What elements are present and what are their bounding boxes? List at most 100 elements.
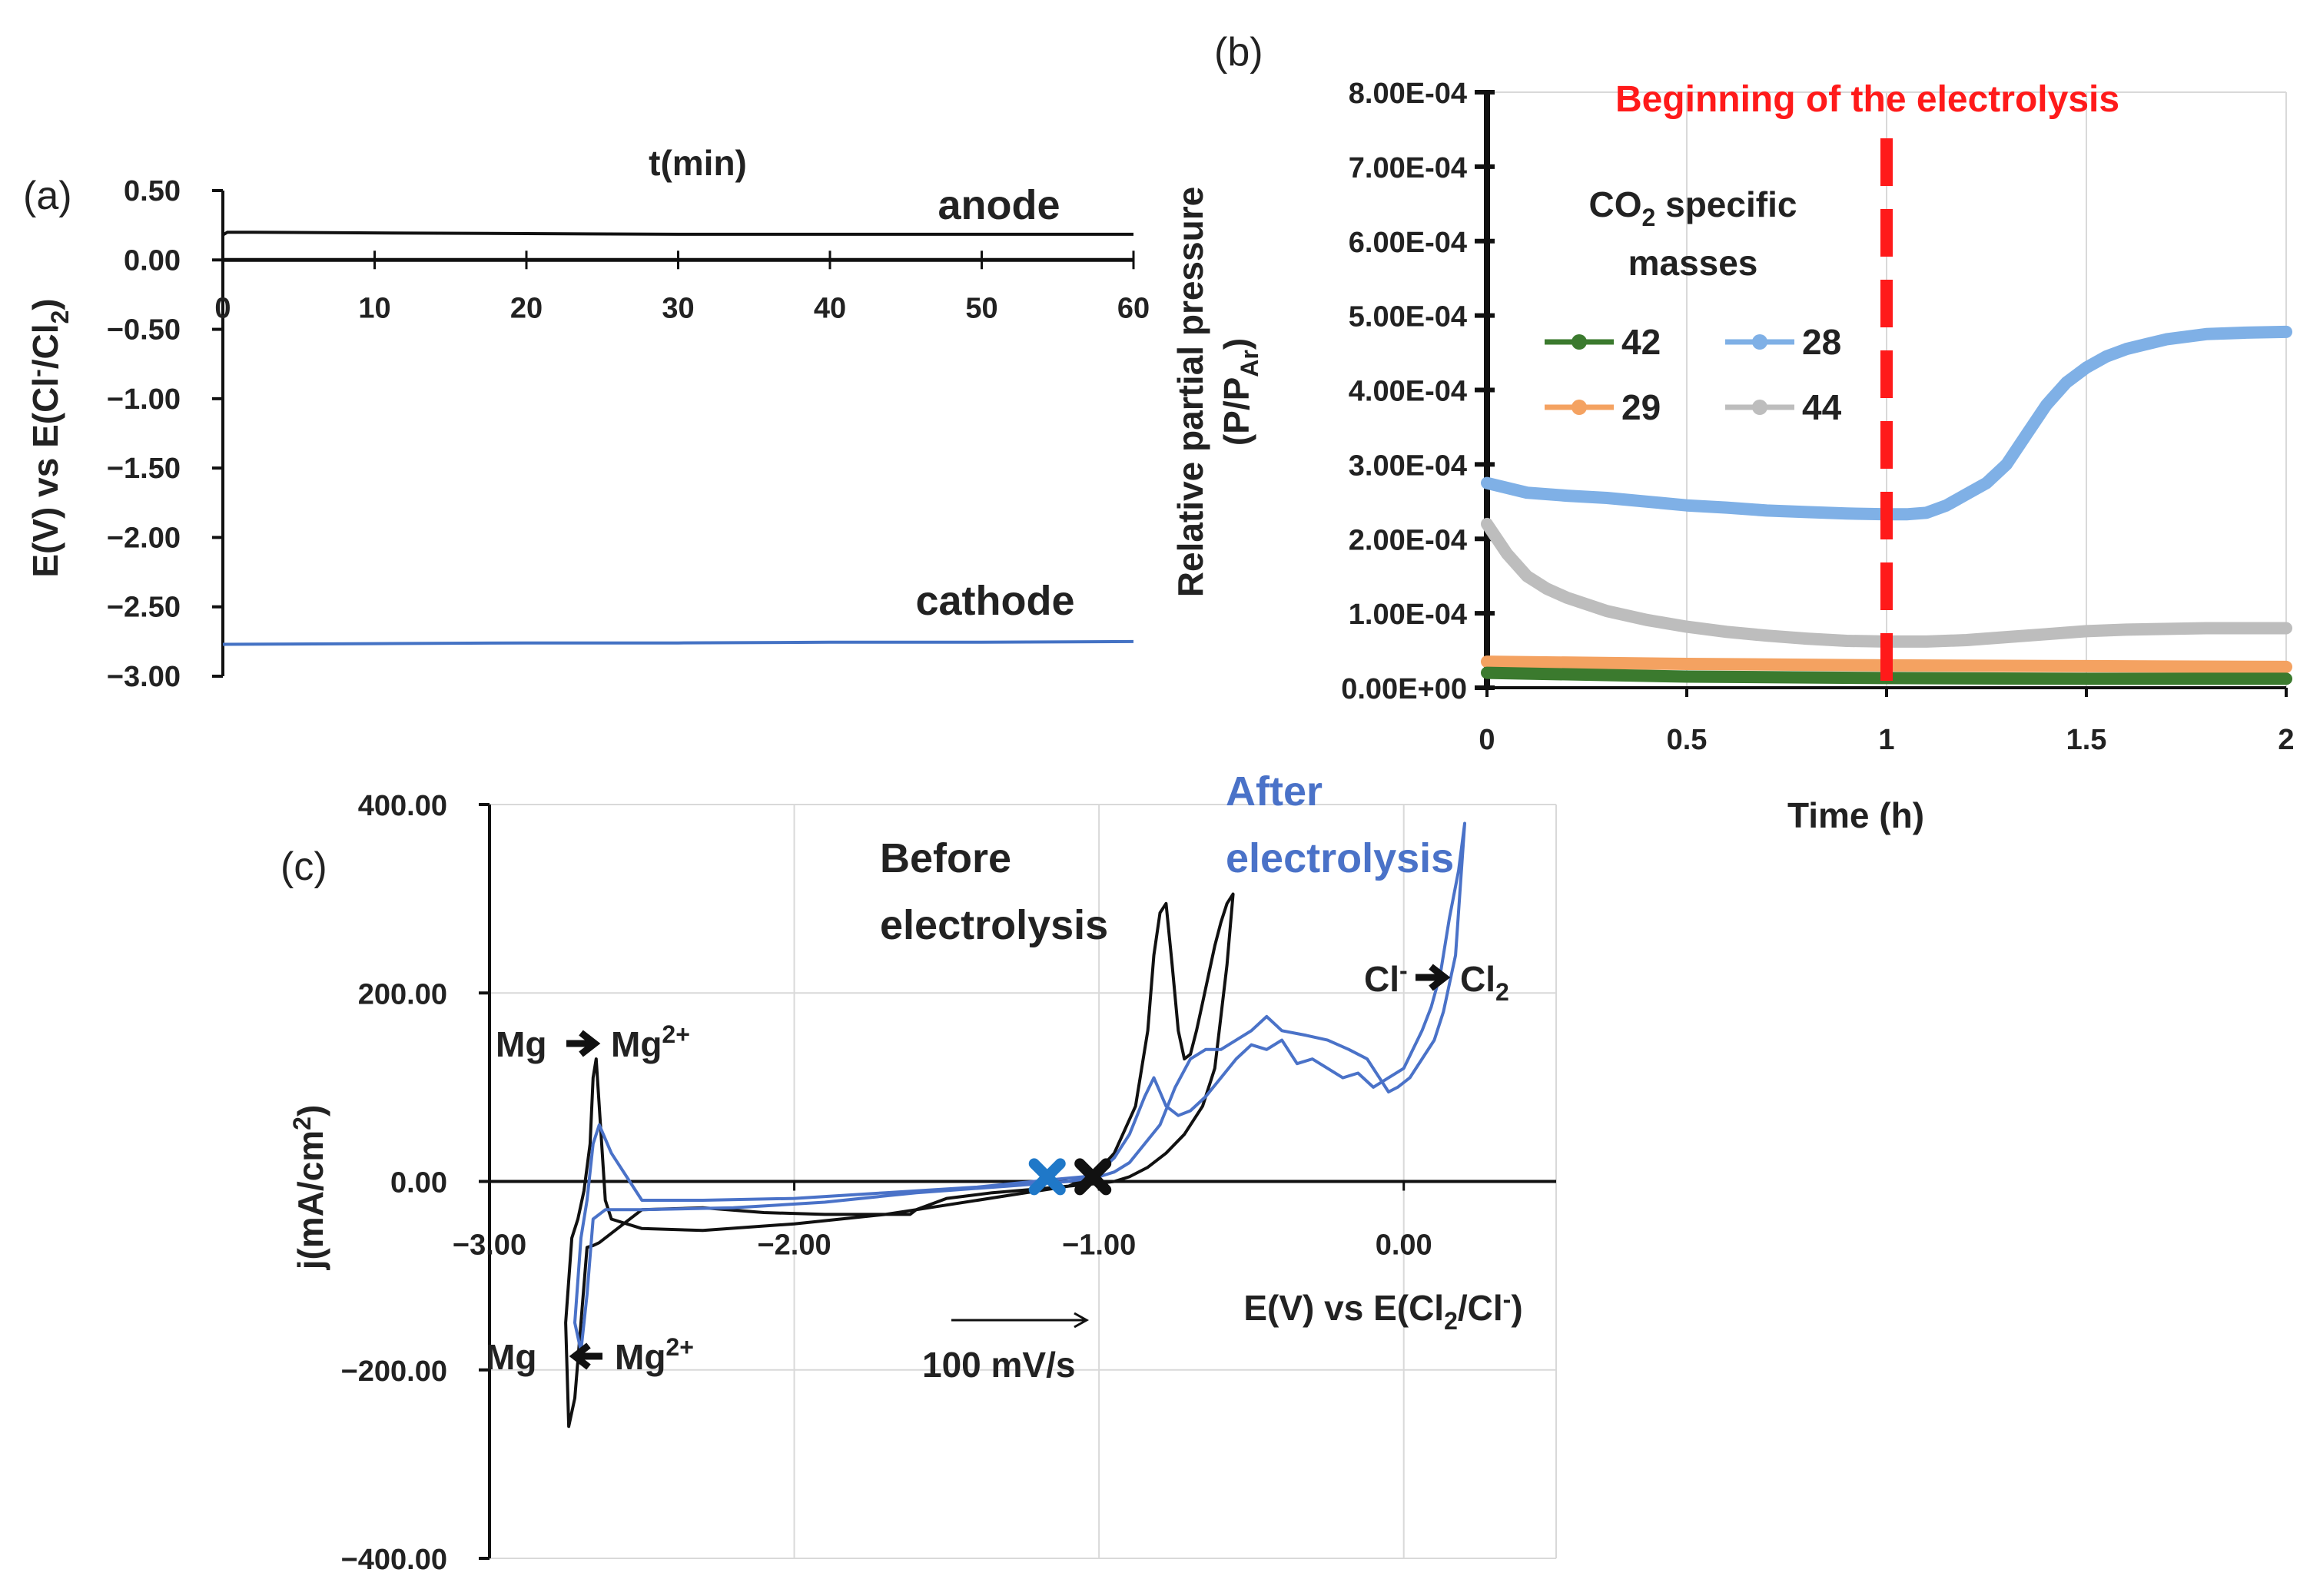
mass-28-line: [1481, 325, 2292, 521]
scan-rate-annotation: 100 mV/s: [922, 1312, 1090, 1385]
legend-title-line1: CO2 specific: [1589, 184, 1797, 231]
before-annotation-line2: electrolysis: [880, 902, 1108, 948]
arrow-right-icon: [566, 1030, 601, 1057]
y-tick-label: −0.50: [107, 314, 181, 347]
mass-44-line: [1481, 517, 2292, 648]
panel-b-label: (b): [1214, 30, 1263, 75]
anode-line: [221, 231, 1133, 237]
x-tick-label: 0: [214, 292, 231, 324]
y-tick-label: 4.00E-04: [1349, 376, 1467, 408]
legend-marker-29: [1572, 400, 1587, 415]
x-tick-label: 50: [965, 292, 997, 324]
legend-marker-28: [1752, 334, 1767, 350]
before-annotation-line1: Before: [880, 835, 1011, 881]
panel-a: (a) t(min) 0.50 0.00 −0.50 −1.00 −1.50 −2.00 −…: [23, 143, 1150, 693]
y-tick-label: −400.00: [341, 1544, 447, 1576]
cl2-label: Cl2: [1460, 959, 1509, 1006]
panel-a-series: [221, 231, 1134, 646]
x-tick-label: 60: [1117, 292, 1150, 324]
legend-marker-44: [1752, 400, 1767, 415]
y-tick-label: −2.00: [107, 522, 181, 554]
panel-b: (b) 8.00E-04 7.00E-04 6.00E-04 5.00E-04 4.00…: [1170, 30, 2295, 835]
legend-title-line2: masses: [1628, 243, 1758, 283]
x-tick-label: 40: [814, 292, 846, 324]
legend-label-28: 28: [1802, 322, 1841, 362]
after-start-cross-marker: [1028, 1158, 1066, 1196]
arrow-right-icon: [1416, 964, 1451, 991]
x-tick-label: 0.5: [1667, 724, 1708, 756]
y-tick-label: −1.50: [107, 453, 181, 485]
panel-c-label: (c): [280, 844, 327, 889]
y-tick-label: 400.00: [358, 790, 447, 822]
y-tick-label: 8.00E-04: [1349, 78, 1467, 110]
legend-marker-42: [1572, 334, 1587, 350]
panel-a-y-axis: 0.50 0.00 −0.50 −1.00 −1.50 −2.00 −2.50 −3.00: [107, 175, 224, 693]
panel-c-series: [564, 821, 1466, 1428]
panel-b-y-label-line2: (P/PAr): [1216, 338, 1263, 446]
panel-b-y-axis: 8.00E-04 7.00E-04 6.00E-04 5.00E-04 4.00E-04…: [1341, 78, 1495, 705]
mg-red-to-label: Mg: [486, 1337, 536, 1377]
x-tick-label: 0.00: [1376, 1229, 1432, 1262]
panel-b-x-axis: 0 0.5 1 1.5 2: [1479, 686, 2295, 756]
legend-label-42: 42: [1621, 322, 1661, 362]
panel-c-markers: [1028, 1158, 1112, 1196]
mg-red-from-label: Mg2+: [615, 1333, 694, 1377]
before-start-cross-marker: [1074, 1158, 1112, 1196]
legend-label-29: 29: [1621, 387, 1661, 427]
y-tick-label: 1.00E-04: [1349, 599, 1467, 631]
arrow-left-icon: [569, 1342, 602, 1370]
x-tick-label: 10: [358, 292, 390, 324]
cl-ion-label: Cl-: [1364, 957, 1408, 999]
panel-c-y-label: j(mA/cm2): [288, 1105, 330, 1271]
y-tick-label: 2.00E-04: [1349, 524, 1467, 556]
panel-b-y-label-line1: Relative partial pressure: [1170, 187, 1210, 597]
x-tick-label: 30: [662, 292, 694, 324]
y-tick-label: 6.00E-04: [1349, 227, 1467, 259]
y-tick-label: 0.50: [124, 175, 181, 207]
x-tick-label: −1.00: [1062, 1229, 1136, 1262]
y-tick-label: 3.00E-04: [1349, 450, 1467, 482]
scan-rate-label: 100 mV/s: [922, 1345, 1075, 1385]
before-electrolysis-cv-line: [564, 892, 1235, 1428]
x-tick-label: 1: [1878, 724, 1894, 756]
panel-a-label: (a): [23, 174, 72, 218]
panel-b-series: [1481, 325, 2292, 685]
chlorine-oxidation-annotation: Cl- Cl2: [1364, 957, 1509, 1006]
y-tick-label: 5.00E-04: [1349, 301, 1467, 333]
panel-a-title: t(min): [649, 143, 747, 183]
panel-a-x-axis: 0 10 20 30 40 50 60: [214, 251, 1150, 324]
anode-annotation: anode: [938, 182, 1060, 228]
after-annotation-line1: After: [1226, 768, 1323, 815]
x-tick-label: 0: [1479, 724, 1495, 756]
panel-c-y-axis: 400.00 200.00 0.00 −200.00 −400.00: [341, 790, 491, 1576]
x-tick-label: −3.00: [453, 1229, 526, 1262]
x-tick-label: 20: [510, 292, 543, 324]
panel-c-x-label: E(V) vs E(Cl2/Cl-): [1243, 1286, 1522, 1335]
cathode-line: [222, 639, 1134, 646]
y-tick-label: 0.00: [390, 1167, 447, 1199]
scan-direction-arrow-icon: [951, 1312, 1090, 1329]
legend-items: 42 28 29 44: [1545, 322, 1842, 427]
electrolysis-start-label: Beginning of the electrolysis: [1615, 79, 2119, 120]
y-tick-label: 0.00: [124, 244, 181, 277]
x-tick-label: 2: [2278, 724, 2294, 756]
panel-c: (c) 400.00 200.00 0.00 −200.00 −400.00 −3.00…: [280, 768, 1557, 1576]
x-tick-label: 1.5: [2066, 724, 2107, 756]
y-tick-label: −3.00: [107, 661, 181, 693]
cathode-annotation: cathode: [915, 578, 1074, 624]
panel-b-x-label: Time (h): [1787, 795, 1924, 835]
mg-ox-to-label: Mg2+: [611, 1020, 690, 1064]
x-tick-label: −2.00: [757, 1229, 831, 1262]
mg-ox-from-label: Mg: [496, 1024, 546, 1064]
after-annotation-line2: electrolysis: [1226, 835, 1454, 881]
y-tick-label: 0.00E+00: [1341, 673, 1467, 705]
y-tick-label: −200.00: [341, 1355, 447, 1388]
y-tick-label: 200.00: [358, 978, 447, 1010]
panel-b-legend: CO2 specific masses 42 28 29 44: [1545, 184, 1842, 427]
legend-label-44: 44: [1802, 387, 1842, 427]
panel-a-y-label: E(V) vs E(Cl-/Cl2): [23, 298, 74, 577]
mg-reduction-annotation: Mg Mg2+: [486, 1333, 694, 1377]
y-tick-label: 7.00E-04: [1349, 152, 1467, 184]
after-electrolysis-cv-line: [573, 821, 1466, 1353]
